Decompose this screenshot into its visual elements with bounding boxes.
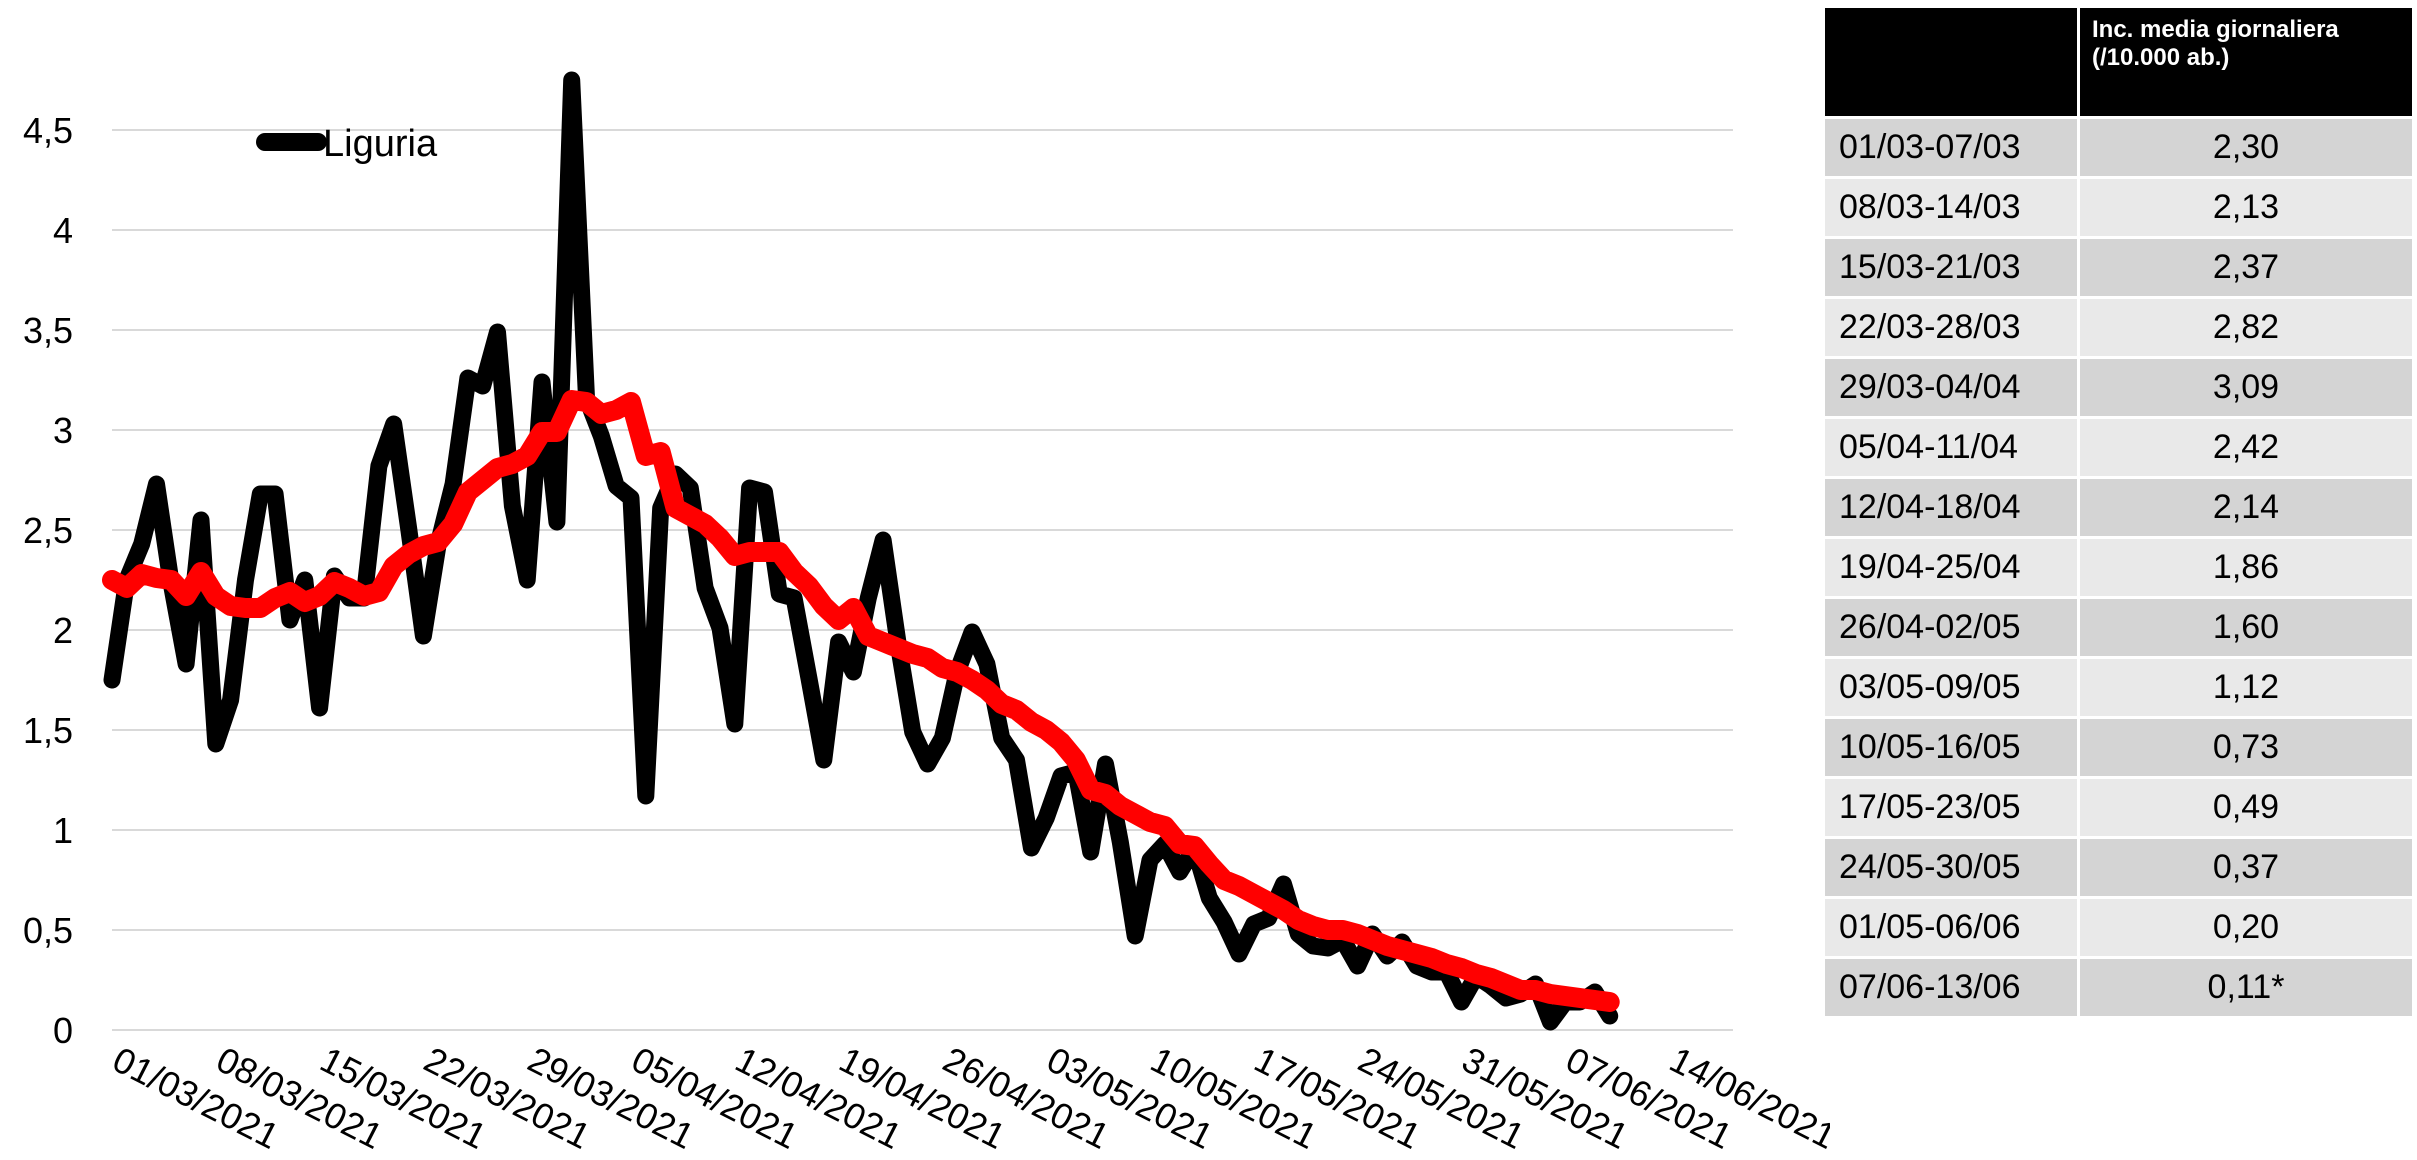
y-tick-label: 2 (53, 610, 73, 651)
incidence-cell: 2,13 (2077, 176, 2415, 239)
incidence-cell: 2,30 (2077, 116, 2415, 179)
table-row: 26/04-02/05 1,60 (1822, 596, 2415, 659)
incidence-cell: 0,37 (2077, 836, 2415, 899)
series-line-moving-average (102, 390, 1620, 1012)
week-cell: 29/03-04/04 (1822, 356, 2080, 419)
legend-label-liguria: Liguria (323, 123, 438, 165)
table-row: 17/05-23/05 0,49 (1822, 776, 2415, 839)
y-tick-label: 3 (53, 410, 73, 451)
x-axis-ticks: 01/03/202108/03/202115/03/202122/03/2021… (106, 1039, 1830, 1157)
table-row: 15/03-21/03 2,37 (1822, 236, 2415, 299)
week-cell: 22/03-28/03 (1822, 296, 2080, 359)
weekly-incidence-table: Inc. media giornaliera (/10.000 ab.) 01/… (1822, 5, 2415, 1019)
week-cell: 12/04-18/04 (1822, 476, 2080, 539)
table-row: 01/03-07/03 2,30 (1822, 116, 2415, 179)
incidence-cell: 0,49 (2077, 776, 2415, 839)
table-row: 10/05-16/05 0,73 (1822, 716, 2415, 779)
incidence-cell: 1,60 (2077, 596, 2415, 659)
table-row: 29/03-04/04 3,09 (1822, 356, 2415, 419)
incidence-cell: 0,11* (2077, 956, 2415, 1019)
table-row: 01/05-06/06 0,20 (1822, 896, 2415, 959)
incidence-cell: 3,09 (2077, 356, 2415, 419)
y-tick-label: 1 (53, 810, 73, 851)
gridlines (112, 129, 1733, 1031)
legend: Liguria (256, 123, 438, 165)
week-cell: 08/03-14/03 (1822, 176, 2080, 239)
table-row: 24/05-30/05 0,37 (1822, 836, 2415, 899)
incidence-cell: 2,14 (2077, 476, 2415, 539)
week-cell: 15/03-21/03 (1822, 236, 2080, 299)
table-header-row: Inc. media giornaliera (/10.000 ab.) (1822, 5, 2415, 119)
week-cell: 07/06-13/06 (1822, 956, 2080, 1019)
table-row: 19/04-25/04 1,86 (1822, 536, 2415, 599)
y-tick-label: 4 (53, 210, 73, 251)
incidence-cell: 2,82 (2077, 296, 2415, 359)
y-tick-label: 2,5 (23, 510, 73, 551)
week-cell: 03/05-09/05 (1822, 656, 2080, 719)
week-cell: 01/05-06/06 (1822, 896, 2080, 959)
table-row: 05/04-11/04 2,42 (1822, 416, 2415, 479)
week-cell: 05/04-11/04 (1822, 416, 2080, 479)
y-tick-label: 0,5 (23, 910, 73, 951)
week-cell: 10/05-16/05 (1822, 716, 2080, 779)
week-cell: 19/04-25/04 (1822, 536, 2080, 599)
week-cell: 24/05-30/05 (1822, 836, 2080, 899)
table-row: 07/06-13/06 0,11* (1822, 956, 2415, 1019)
incidence-cell: 2,37 (2077, 236, 2415, 299)
incidence-cell: 1,12 (2077, 656, 2415, 719)
week-cell: 17/05-23/05 (1822, 776, 2080, 839)
y-tick-label: 0 (53, 1010, 73, 1051)
y-axis-ticks: 0 0,5 1 1,5 2 2,5 3 3,5 4 4,5 (23, 110, 73, 1051)
series-line-liguria (103, 71, 1619, 1031)
week-cell: 26/04-02/05 (1822, 596, 2080, 659)
table-row: 03/05-09/05 1,12 (1822, 656, 2415, 719)
incidence-cell: 0,20 (2077, 896, 2415, 959)
incidence-cell: 2,42 (2077, 416, 2415, 479)
table-row: 08/03-14/03 2,13 (1822, 176, 2415, 239)
week-cell: 01/03-07/03 (1822, 116, 2080, 179)
incidence-cell: 1,86 (2077, 536, 2415, 599)
table-row: 12/04-18/04 2,14 (1822, 476, 2415, 539)
header-week (1822, 5, 2080, 119)
y-tick-label: 3,5 (23, 310, 73, 351)
table-row: 22/03-28/03 2,82 (1822, 296, 2415, 359)
y-tick-label: 1,5 (23, 710, 73, 751)
line-chart: 0 0,5 1 1,5 2 2,5 3 3,5 4 4,5 01/03/202108/03/202… (23, 71, 1830, 1157)
header-incidence: Inc. media giornaliera (/10.000 ab.) (2077, 5, 2415, 119)
y-tick-label: 4,5 (23, 110, 73, 151)
series-lines (102, 71, 1620, 1031)
incidence-cell: 0,73 (2077, 716, 2415, 779)
